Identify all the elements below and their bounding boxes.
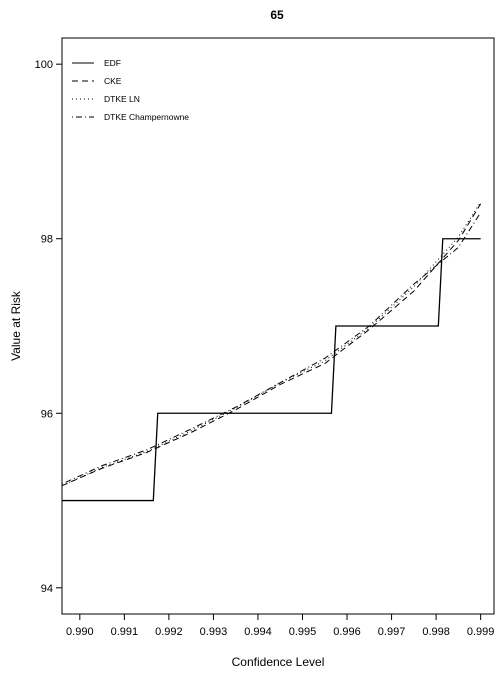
legend-label: EDF [104, 58, 121, 68]
x-tick-label: 0.993 [200, 626, 228, 638]
legend-label: CKE [104, 76, 122, 86]
plot-frame [61, 37, 495, 615]
series-line-dtke-ln [61, 201, 482, 487]
x-axis: 0.990 0.991 0.992 0.993 0.994 0.995 0.996 0.997… [66, 614, 494, 638]
x-tick-label: 0.992 [155, 626, 183, 638]
x-tick-label: 0.994 [244, 626, 272, 638]
x-tick-label: 0.999 [467, 626, 495, 638]
legend-label: DTKE LN [104, 94, 140, 104]
x-tick-label: 0.990 [66, 626, 94, 638]
y-tick-label: 100 [35, 59, 53, 71]
x-tick-label: 0.998 [422, 626, 450, 638]
x-tick-label: 0.996 [333, 626, 361, 638]
y-tick-label: 96 [41, 408, 53, 420]
chart-title: 65 [270, 8, 284, 22]
y-tick-label: 94 [41, 583, 53, 595]
legend-label: DTKE Champernowne [104, 112, 189, 122]
x-tick-label: 0.995 [289, 626, 317, 638]
series-line-edf [62, 238, 481, 502]
x-tick-label: 0.997 [378, 626, 406, 638]
y-axis-label: Value at Risk [9, 290, 23, 361]
x-tick-label: 0.991 [111, 626, 139, 638]
y-axis: 94 96 98 100 [35, 59, 62, 595]
series-line-cke [61, 203, 482, 487]
series-line-dtke-champernowne [61, 212, 482, 485]
y-tick-label: 98 [41, 234, 53, 246]
legend: EDF CKE DTKE LN DTKE Champernowne [72, 58, 189, 122]
x-axis-label: Confidence Level [232, 655, 325, 669]
series-layer [61, 201, 482, 502]
